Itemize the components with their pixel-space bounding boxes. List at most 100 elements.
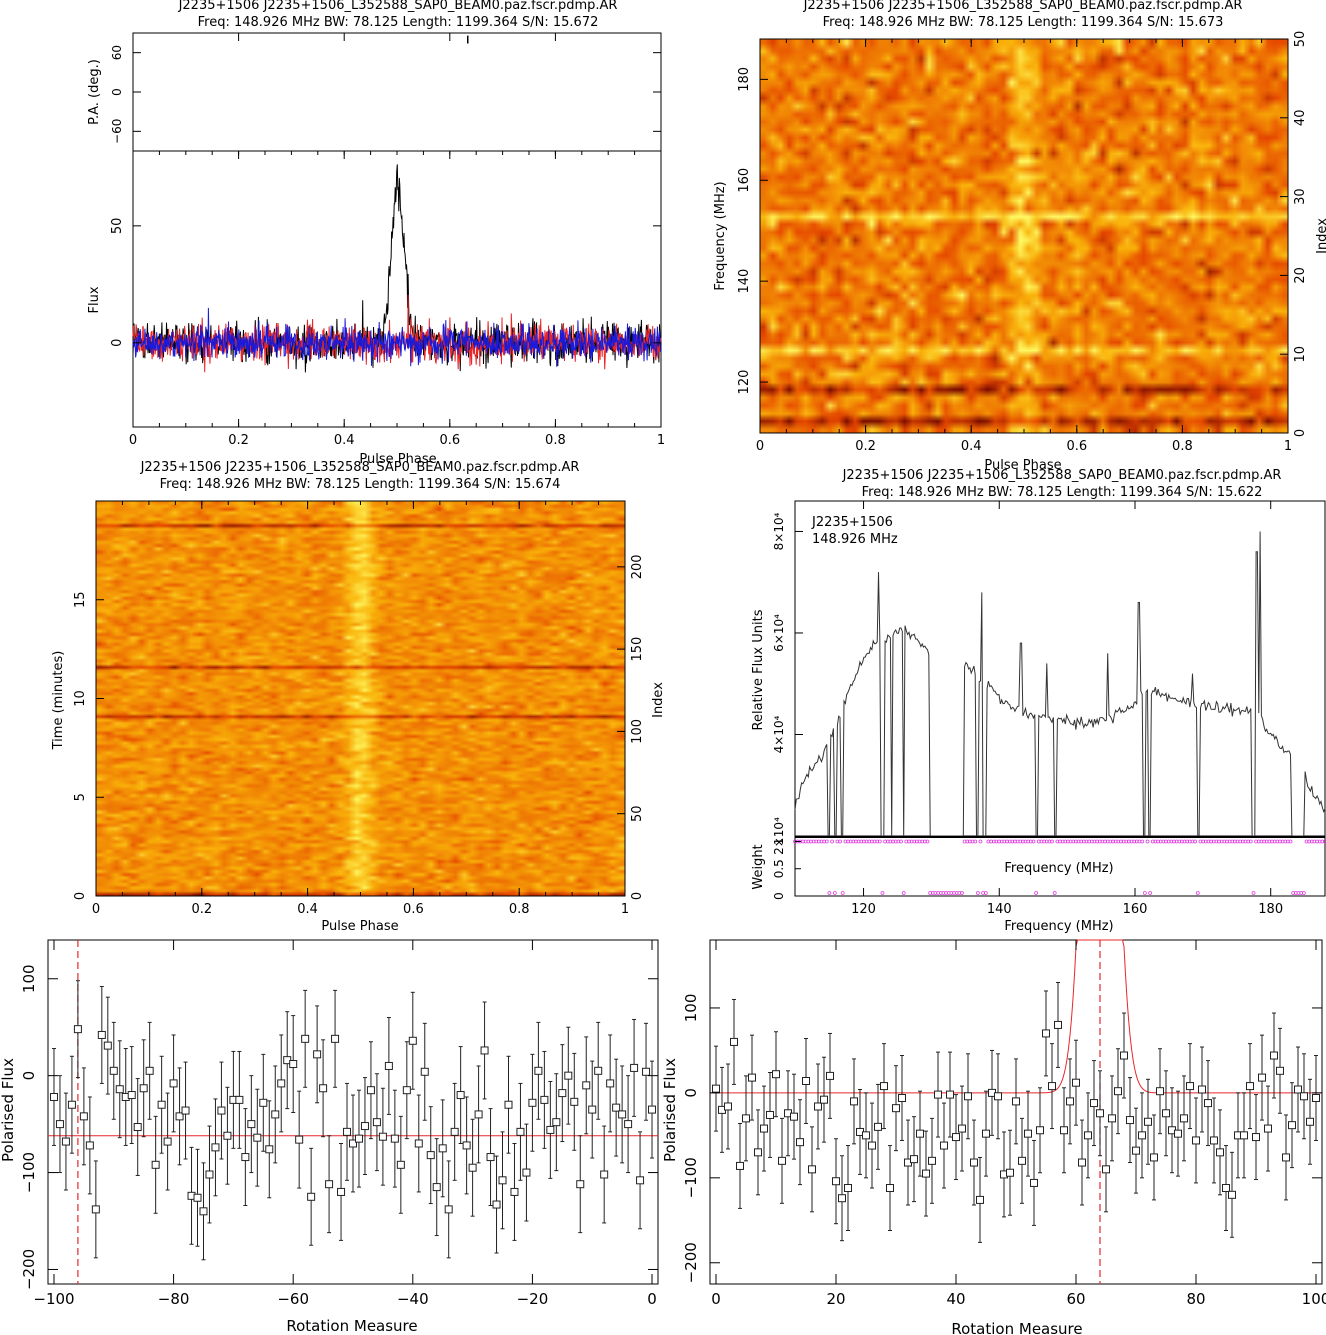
- time-phase-y-tick-label: 15: [73, 591, 88, 608]
- flux-frame: [132, 150, 662, 428]
- rm-left-data-point: [67, 1100, 76, 1109]
- rm-left-data-point: [175, 1112, 184, 1121]
- rm-right-data-point: [796, 1138, 804, 1147]
- bandpass-legend-freq: 148.926 MHz: [812, 532, 898, 547]
- weight-marker: [941, 891, 946, 895]
- rm-right-data-point: [760, 1124, 768, 1133]
- freq-phase-index-tick-label: 50: [1293, 31, 1308, 48]
- rm-left-data-point: [181, 1106, 190, 1115]
- weight-marker: [840, 891, 845, 895]
- rm-right-data-point: [868, 1141, 876, 1150]
- rm-right-data-point: [922, 1169, 930, 1178]
- time-phase-x-tick-label: 0.6: [403, 902, 424, 917]
- freq-phase-index-label: Index: [1315, 218, 1326, 254]
- rm-left-x-tick-label: −20: [517, 1290, 549, 1308]
- profile-panel: J2235+1506 J2235+1506_L352588_SAP0_BEAM0…: [87, 0, 665, 467]
- time-phase-index-tick-label: 100: [630, 719, 645, 744]
- rm-right-data-point: [724, 1102, 732, 1111]
- rm-left-data-point: [378, 1132, 387, 1141]
- weight-marker: [1084, 839, 1089, 844]
- freq-phase-x-tick-label: 0.2: [855, 439, 876, 454]
- freq-phase-y-tick-label: 120: [737, 370, 752, 395]
- freq-phase-y-tick-label: 140: [737, 269, 752, 294]
- rm-right-data-point: [1042, 1029, 1050, 1038]
- weight-marker: [1127, 839, 1131, 844]
- weight-marker: [1209, 839, 1213, 844]
- rm-right-data-point: [850, 1097, 858, 1106]
- rm-left-data-point: [217, 1106, 226, 1115]
- rm-right-data-point: [1078, 1158, 1086, 1167]
- rm-left-data-point: [420, 1067, 429, 1076]
- rm-right-data-point: [736, 1161, 744, 1170]
- rm-right-data-point: [1120, 1051, 1128, 1060]
- rm-right-x-tick-label: 40: [946, 1290, 965, 1308]
- rm-right-data-point: [928, 1156, 936, 1165]
- weight-marker: [817, 839, 821, 844]
- weight-marker: [976, 891, 980, 895]
- weight-marker: [1180, 839, 1184, 844]
- weight-marker: [848, 839, 853, 844]
- rm-right-data-point: [754, 1148, 762, 1157]
- bandpass-x-tick-label: 160: [1123, 902, 1148, 917]
- bandpass-x-tick-label: 140: [987, 902, 1012, 917]
- weight-marker: [954, 891, 959, 895]
- rm-right-data-point: [1204, 1099, 1212, 1108]
- rm-right-ylabel: Polarised Flux: [661, 1058, 679, 1162]
- rm-right-data-point: [1294, 1085, 1302, 1094]
- weight-marker: [1315, 839, 1319, 844]
- rm-left-data-point: [510, 1187, 519, 1196]
- rm-right-x-tick-label: 0: [711, 1290, 721, 1308]
- time-phase-x-tick-label: 0.2: [191, 902, 212, 917]
- rm-right-data-point: [1156, 1087, 1164, 1096]
- bandpass-legend-source: J2235+1506: [811, 515, 893, 530]
- weight-y-tick-label: 1: [772, 838, 786, 846]
- weight-marker: [880, 891, 885, 895]
- rm-left-data-point: [115, 1085, 124, 1094]
- weight-marker: [1063, 839, 1068, 844]
- rm-left-data-point: [289, 1060, 298, 1069]
- rm-right-data-point: [1036, 1126, 1044, 1135]
- rm-left-data-point: [450, 1127, 459, 1136]
- weight-marker: [1092, 839, 1097, 844]
- time-phase-x-tick-label: 0.8: [509, 902, 530, 917]
- rm-left-data-point: [241, 1153, 250, 1162]
- weight-marker: [1055, 839, 1060, 844]
- bandpass-xlabel: Frequency (MHz): [1004, 919, 1113, 934]
- rm-left-data-point: [474, 1110, 483, 1119]
- rm-left-data-point: [55, 1120, 64, 1129]
- rm-left-x-tick-label: −80: [158, 1290, 190, 1308]
- rm-right-data-point: [1246, 1082, 1254, 1091]
- rm-left-data-point: [109, 1066, 118, 1075]
- rm-right-data-point: [1138, 1131, 1146, 1140]
- rm-left-data-point: [372, 1118, 381, 1127]
- rm-right-data-point: [1222, 1184, 1230, 1193]
- bandpass-x-tick-label: 120: [851, 902, 876, 917]
- rm-right-data-point: [892, 1104, 900, 1113]
- weight-marker: [1002, 839, 1007, 844]
- rm-left-data-point: [265, 1145, 274, 1154]
- bandpass-subtitle: Freq: 148.926 MHz BW: 78.125 Length: 119…: [862, 485, 1263, 500]
- rm-left-data-point: [624, 1120, 633, 1129]
- pa-tick-label: −60: [110, 119, 124, 144]
- freq-phase-index-tick-label: 0: [1293, 429, 1308, 437]
- weight-ylabel: Weight: [751, 844, 766, 889]
- time-phase-subtitle: Freq: 148.926 MHz BW: 78.125 Length: 119…: [160, 477, 561, 492]
- rm-left-data-point: [193, 1193, 202, 1202]
- weight-marker: [1248, 839, 1253, 844]
- rm-left-data-point: [576, 1180, 585, 1189]
- freq-phase-panel: J2235+1506 J2235+1506_L352588_SAP0_BEAM0…: [713, 0, 1326, 473]
- profile-series-line: [132, 294, 662, 373]
- rm-left-data-point: [456, 1091, 465, 1100]
- rm-left-data-point: [337, 1187, 346, 1196]
- freq-phase-title: J2235+1506 J2235+1506_L352588_SAP0_BEAM0…: [803, 0, 1243, 13]
- rm-right-data-point: [1216, 1148, 1224, 1157]
- rm-right-data-point: [712, 1084, 720, 1093]
- weight-marker: [1283, 839, 1288, 844]
- rm-left-data-point: [313, 1050, 322, 1059]
- rm-right-data-point: [1210, 1136, 1218, 1145]
- weight-marker: [915, 839, 919, 844]
- bandpass-panel: J2235+1506 J2235+1506_L352588_SAP0_BEAM0…: [751, 468, 1326, 934]
- weight-marker: [1256, 839, 1261, 844]
- weight-marker: [830, 839, 834, 844]
